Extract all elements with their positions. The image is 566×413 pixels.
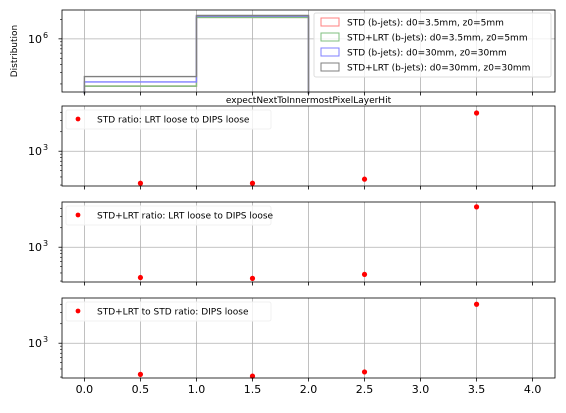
legend: STD ratio: LRT loose to DIPS loose — [65, 109, 272, 130]
panel-2: 10 3 STD ratio: LRT loose to DIPS loose — [28, 105, 556, 190]
x-tick-label: 1.5 — [244, 383, 262, 396]
x-tick-label: 3.5 — [468, 383, 486, 396]
data-point — [137, 180, 144, 186]
histogram-step-line — [83, 14, 310, 94]
legend: STD+LRT ratio: LRT loose to DIPS loose — [65, 205, 274, 226]
legend-label: STD ratio: LRT loose to DIPS loose — [97, 116, 250, 126]
y-tick-label-exponent: 3 — [43, 335, 48, 344]
legend-label: STD (b-jets): d0=30mm, z0=30mm — [347, 49, 507, 59]
x-axis-label: expectNextToInnermostPixelLayerHit — [226, 96, 392, 106]
legend-label: STD+LRT (b-jets): d0=3.5mm, z0=5mm — [347, 34, 528, 44]
legend-swatch — [320, 62, 340, 72]
legend-marker — [75, 308, 81, 314]
legend-box — [313, 12, 552, 78]
x-tick-label: 1.0 — [188, 383, 206, 396]
legend-swatch — [320, 32, 340, 42]
y-tick-label: 10 — [28, 145, 42, 158]
x-tick-label: 0.5 — [132, 383, 150, 396]
y-axis-label: Distribution — [10, 25, 20, 78]
legend-box — [65, 301, 272, 322]
data-point — [473, 110, 480, 116]
x-tick-label: 2.0 — [300, 383, 318, 396]
data-point — [137, 371, 144, 377]
y-tick-label: 10 — [28, 337, 42, 350]
legend-label: STD+LRT ratio: LRT loose to DIPS loose — [97, 212, 274, 222]
legend: STD+LRT to STD ratio: DIPS loose — [65, 301, 272, 322]
data-point — [249, 275, 256, 281]
y-tick-label: 10 — [28, 33, 42, 46]
legend-swatch — [320, 17, 340, 27]
data-point — [249, 180, 256, 186]
legend-label: STD+LRT (b-jets): d0=30mm, z0=30mm — [347, 64, 530, 74]
x-tick-label: 0.0 — [76, 383, 94, 396]
data-point — [361, 176, 368, 182]
panel-1: 10 6 Distribution expectNextToInnermostPixe… — [10, 9, 556, 106]
x-tick-label: 2.5 — [356, 383, 374, 396]
data-point — [473, 301, 480, 307]
data-point — [249, 373, 256, 379]
x-tick-label: 4.0 — [524, 383, 542, 396]
legend-marker — [75, 116, 81, 122]
y-tick-label-exponent: 6 — [43, 31, 48, 40]
legend-box — [65, 109, 272, 130]
y-tick-label: 10 — [28, 241, 42, 254]
data-point — [473, 204, 480, 210]
legend-label: STD (b-jets): d0=3.5mm, z0=5mm — [347, 19, 504, 29]
legend-label: STD+LRT to STD ratio: DIPS loose — [97, 308, 249, 318]
y-tick-label-exponent: 3 — [43, 143, 48, 152]
data-point — [361, 271, 368, 278]
legend-box — [65, 205, 272, 226]
legend: STD (b-jets): d0=3.5mm, z0=5mm STD+LRT (b… — [313, 12, 552, 78]
data-point — [361, 369, 368, 375]
data-point — [137, 274, 144, 281]
panel-3: 10 3 STD+LRT ratio: LRT loose to DIPS loos… — [28, 201, 556, 286]
x-tick-label: 3.0 — [412, 383, 430, 396]
legend-marker — [75, 212, 81, 218]
y-tick-label-exponent: 3 — [43, 239, 48, 248]
legend-swatch — [320, 47, 340, 57]
panel-4: 0.0 0.5 1.0 1.5 2.0 2.5 3.0 3.5 4.0 10 3 STD+LRT to… — [28, 297, 556, 396]
